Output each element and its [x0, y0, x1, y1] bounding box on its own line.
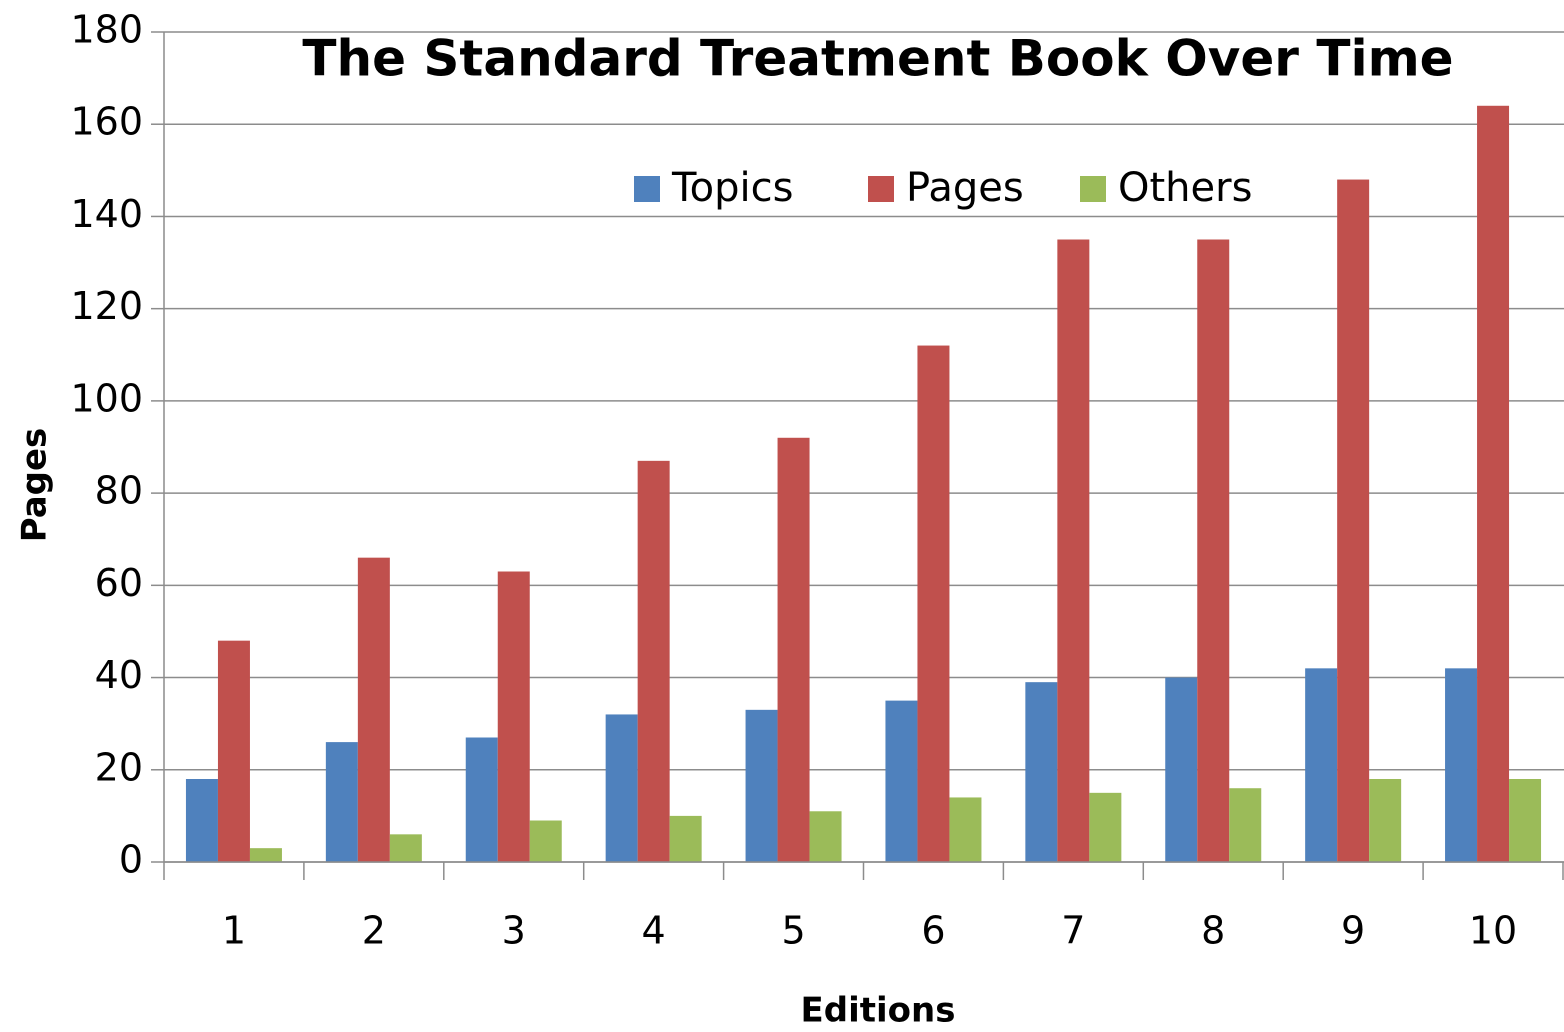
legend-label: Others — [1118, 165, 1252, 211]
x-axis-label: Editions — [801, 991, 956, 1031]
bar — [1197, 239, 1230, 862]
legend-label: Topics — [671, 165, 793, 211]
bar — [777, 437, 810, 862]
bar — [1305, 668, 1338, 862]
bar — [357, 557, 390, 862]
x-tick-label: 1 — [222, 909, 246, 953]
bar — [465, 737, 498, 862]
bar — [1165, 677, 1198, 862]
x-tick-label: 6 — [921, 909, 945, 953]
bar — [529, 820, 562, 862]
y-tick-label: 40 — [95, 653, 143, 697]
bar — [389, 834, 422, 862]
x-tick-label: 7 — [1061, 909, 1085, 953]
y-axis-label: Pages — [15, 428, 55, 543]
chart-title: The Standard Treatment Book Over Time — [302, 30, 1453, 88]
x-tick-label: 9 — [1341, 909, 1365, 953]
bar — [1509, 779, 1542, 862]
y-tick-label: 140 — [70, 192, 143, 236]
x-tick-label: 5 — [781, 909, 805, 953]
legend-swatch — [634, 176, 660, 202]
bar — [217, 640, 250, 862]
bar — [1369, 779, 1402, 862]
x-tick-label: 4 — [642, 909, 666, 953]
bar — [1025, 682, 1058, 862]
bar — [249, 848, 282, 862]
x-tick-label: 3 — [502, 909, 526, 953]
bar — [1089, 792, 1122, 862]
legend-swatch — [868, 176, 894, 202]
y-tick-label: 60 — [95, 561, 143, 605]
bar — [949, 797, 982, 862]
bar — [809, 811, 842, 862]
y-tick-label: 100 — [70, 376, 143, 420]
bar — [917, 345, 950, 862]
y-tick-label: 0 — [119, 838, 143, 882]
y-tick-label: 180 — [70, 8, 143, 52]
bar — [1337, 179, 1370, 863]
x-tick-label: 2 — [362, 909, 386, 953]
bar — [497, 571, 530, 862]
bar — [1445, 668, 1478, 862]
bar — [325, 742, 358, 862]
y-tick-label: 20 — [95, 745, 143, 789]
bar — [637, 460, 670, 862]
y-tick-label: 80 — [95, 469, 143, 513]
bar — [669, 815, 702, 862]
bar — [605, 714, 638, 862]
bar — [1057, 239, 1090, 862]
legend-swatch — [1080, 176, 1106, 202]
y-tick-label: 120 — [70, 284, 143, 328]
bar — [885, 700, 918, 862]
x-tick-label: 10 — [1469, 909, 1517, 953]
bar — [1477, 105, 1510, 863]
bar — [745, 709, 778, 862]
legend-label: Pages — [906, 165, 1024, 211]
y-tick-label: 160 — [70, 100, 143, 144]
bar — [185, 779, 218, 862]
bar — [1229, 788, 1262, 862]
x-tick-label: 8 — [1201, 909, 1225, 953]
